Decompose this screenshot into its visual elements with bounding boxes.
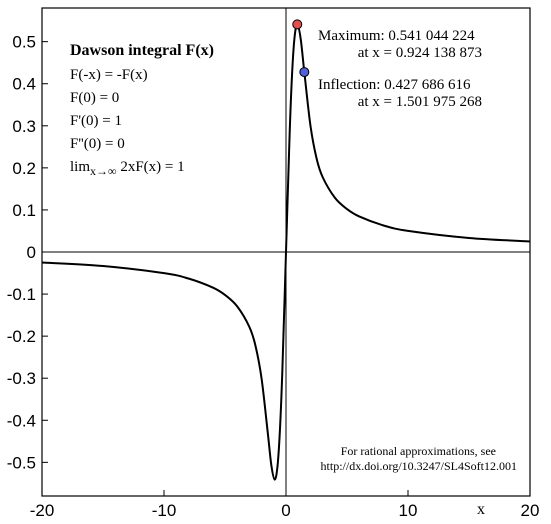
- x-tick-label: 0: [281, 501, 290, 520]
- inflection-at-label: at x = 1.501 975 268: [358, 94, 482, 110]
- reference-line-1: For rational approximations, see: [341, 444, 496, 458]
- limit-subscript: x→∞: [90, 164, 117, 178]
- x-tick-label: 20: [521, 501, 540, 520]
- property-line-1: F(-x) = -F(x): [70, 67, 148, 83]
- series-line-dawson: [41, 23, 531, 481]
- limit-rest: 2xF(x) = 1: [117, 159, 185, 175]
- chart-title: Dawson integral F(x): [70, 42, 214, 59]
- y-tick-label: -0.5: [7, 453, 36, 472]
- x-tick-label: 10: [399, 501, 418, 520]
- y-ticks: -0.5 -0.4 -0.3 -0.2 -0.1 0 0.1 0.2 0.3 0.4 0.5: [7, 33, 48, 472]
- x-tick-label: -20: [30, 501, 55, 520]
- property-line-3: F'(0) = 1: [70, 113, 122, 129]
- inflection-label: Inflection: 0.427 686 616: [318, 77, 471, 93]
- y-tick-label: 0: [27, 243, 36, 262]
- property-line-4: F''(0) = 0: [70, 136, 125, 152]
- y-tick-label: 0.3: [12, 117, 36, 136]
- x-tick-label: -10: [152, 501, 177, 520]
- property-line-2: F(0) = 0: [70, 90, 119, 106]
- y-tick-label: -0.2: [7, 327, 36, 346]
- maximum-at-label: at x = 0.924 138 873: [358, 45, 482, 61]
- maximum-label: Maximum: 0.541 044 224: [318, 28, 475, 44]
- maximum-marker: [292, 19, 303, 30]
- x-ticks: -20 -10 0 10 20: [30, 490, 540, 520]
- plot-frame: [41, 7, 531, 497]
- property-line-5: limx→∞ 2xF(x) = 1: [70, 159, 185, 178]
- reference-line-2: http://dx.doi.org/10.3247/SL4Soft12.001: [321, 459, 517, 473]
- y-tick-label: 0.5: [12, 33, 36, 52]
- limit-prefix: lim: [70, 159, 90, 175]
- x-axis-label: x: [477, 501, 485, 518]
- inflection-marker: [299, 67, 310, 78]
- y-tick-label: 0.4: [12, 75, 36, 94]
- y-tick-label: -0.3: [7, 369, 36, 388]
- y-tick-label: -0.4: [7, 411, 36, 430]
- y-tick-label: 0.1: [12, 201, 36, 220]
- y-tick-label: 0.2: [12, 159, 36, 178]
- y-tick-label: -0.1: [7, 285, 36, 304]
